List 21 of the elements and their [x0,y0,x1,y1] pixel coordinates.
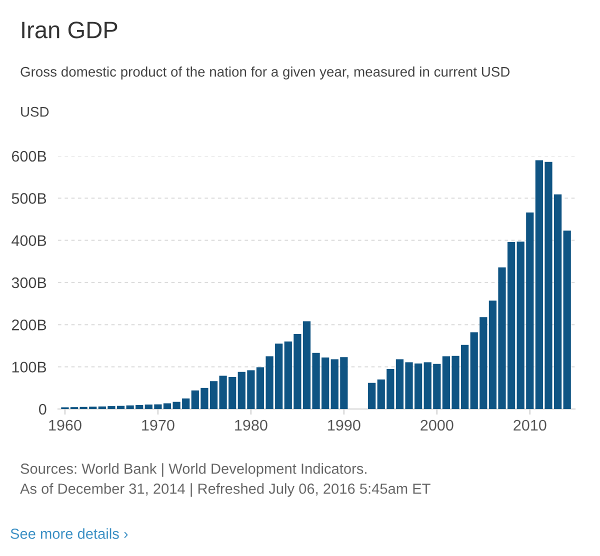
y-tick-label: 600B [12,150,46,162]
text: See more details › [10,528,128,539]
x-tick-label: 1980 [235,420,268,431]
bar [368,382,376,409]
text: As of December 31, 2014 | Refreshed July 06, 2016 5:45am ET [20,483,430,497]
y-tick-label: 200B [12,320,46,330]
chart-subtitle: Gross domestic product of the nation for a given year, measured in current USD [20,66,510,80]
source-note: Sources: World Bank | World Development Indicators. [20,463,366,477]
x-tick-label: 2000 [420,420,454,431]
y-tick-label: 300B [12,277,46,288]
y-axis-title: USD [21,106,49,117]
x-tick-label: 1970 [142,420,174,431]
chart-title: Iran GDP [22,22,118,38]
y-tick-label: 500B [12,193,46,204]
y-tick-label: 0 [38,404,46,415]
y-tick-label: 400B [12,235,46,246]
y-tick-label: 100B [12,362,46,373]
x-tick-label: 1990 [328,420,360,431]
x-tick-label: 2010 [514,420,546,431]
x-tick-label: 1960 [49,420,82,431]
bar [563,230,571,409]
